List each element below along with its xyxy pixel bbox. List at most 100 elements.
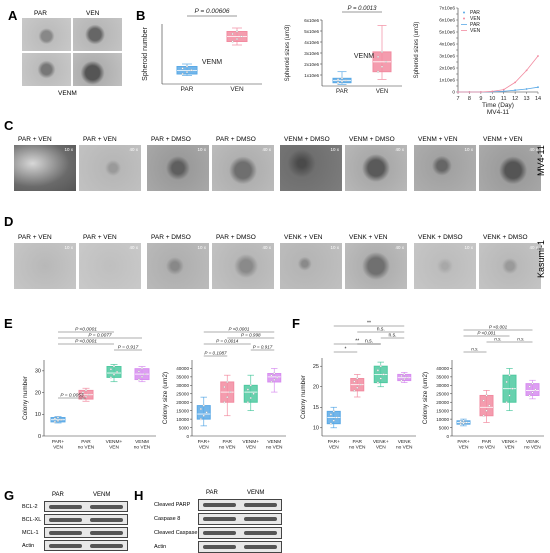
series-point	[525, 88, 528, 90]
data-point	[81, 391, 84, 394]
micrograph-image: 40 x	[479, 243, 541, 289]
legend-marker	[463, 11, 465, 14]
x-tick-label: no VEN	[219, 445, 236, 451]
micrograph-image: 10 x	[147, 243, 209, 289]
p-value-label: P = 0.0013	[348, 6, 378, 12]
y-axis-label: Colony size (um2)	[162, 372, 169, 424]
x-tick-label: VEN	[53, 445, 63, 451]
data-point	[482, 399, 485, 402]
series-point	[468, 91, 471, 93]
blot-strip	[44, 501, 128, 512]
blot-strip	[198, 527, 282, 539]
p-value-label: n.s.	[388, 333, 396, 339]
x-tick-label: VENK+	[373, 439, 389, 445]
y-tick-label: 0	[186, 434, 189, 439]
x-tick-label: 7	[456, 96, 459, 102]
blot-row-label: BCL-2	[22, 504, 38, 510]
data-point	[332, 419, 335, 422]
blot-band	[90, 517, 123, 522]
data-point	[185, 71, 189, 74]
x-tick-label: no VEN	[349, 445, 366, 451]
blot-band	[49, 517, 82, 522]
p-value-label: P <0.0001	[229, 327, 250, 332]
x-tick-label: PAR	[482, 439, 492, 445]
box	[479, 394, 494, 417]
chart-b1: Spheroid number PAR VEN VENM P = 0.00606	[142, 8, 262, 93]
x-tick-label: VEN	[246, 445, 256, 451]
p-value-label: *	[345, 347, 347, 353]
micrograph-image: 10 x	[14, 243, 76, 289]
data-point	[332, 410, 335, 413]
panel-a-image-3	[22, 53, 71, 86]
data-point	[344, 79, 348, 82]
x-tick-label: PAR	[181, 86, 194, 93]
x-tick-label: VEN	[230, 86, 244, 93]
micrograph-caption: PAR + VEN	[83, 136, 117, 143]
data-point	[199, 418, 202, 421]
data-point	[144, 373, 147, 376]
p-value-label: P = 0.917	[253, 345, 273, 350]
y-tick-label: 30	[35, 369, 41, 375]
magnification-label: 40 x	[529, 245, 538, 250]
micrograph-image: 10 x	[280, 243, 342, 289]
data-point	[531, 391, 534, 394]
x-tick-label: VEN	[376, 445, 386, 451]
y-tick-label: 40000	[436, 366, 449, 371]
panel-letter-b: B	[136, 8, 146, 23]
box	[196, 405, 211, 420]
blot-strip	[44, 514, 128, 525]
data-point	[109, 368, 112, 371]
y-tick-label: 2x10e6	[304, 62, 319, 67]
blot-band	[244, 531, 277, 535]
data-point	[353, 389, 356, 392]
y-tick-label: 3x10e6	[304, 51, 319, 56]
y-tick-label: 5x10e6	[439, 30, 455, 36]
chart-annotation: VENM	[354, 53, 374, 60]
micrograph-image: 40 x	[479, 145, 541, 191]
x-tick-label: no VEN	[524, 445, 541, 451]
y-tick-label: 20000	[176, 400, 189, 405]
p-value-label: P = 0.998	[241, 333, 261, 338]
data-point	[336, 78, 340, 81]
data-point	[511, 387, 514, 390]
y-axis-label: Colony size (um2)	[422, 372, 429, 424]
x-tick-label: no VEN	[78, 445, 95, 451]
data-point	[353, 380, 356, 383]
magnification-label: 10 x	[330, 245, 339, 250]
data-point	[226, 380, 229, 384]
y-tick-label: 25000	[436, 392, 449, 397]
x-tick-label: 14	[535, 96, 541, 102]
p-value-label: n.s.	[494, 337, 501, 342]
data-point	[534, 388, 537, 391]
panel-c-row-label: MV4-11	[536, 145, 546, 176]
data-point	[376, 55, 380, 58]
data-point	[379, 377, 382, 380]
box	[106, 366, 122, 378]
y-tick-label: 5x10e6	[304, 29, 319, 34]
micrograph-caption: VENM + DMSO	[349, 136, 395, 143]
data-point	[202, 404, 205, 407]
blot-band	[49, 530, 82, 535]
y-axis-label: Spheroid sizes (um3)	[285, 25, 291, 82]
y-tick-label: 0	[446, 434, 449, 439]
x-tick-label: 8	[468, 96, 471, 102]
data-point	[485, 394, 488, 397]
blot-band	[203, 517, 236, 521]
y-tick-label: 40000	[176, 366, 189, 371]
data-point	[379, 365, 382, 368]
p-value-label: n.s.	[471, 347, 478, 352]
data-point	[505, 401, 508, 404]
data-point	[380, 50, 384, 53]
x-tick-label: VENK	[398, 439, 412, 445]
y-tick-label: 10000	[176, 417, 189, 422]
y-tick-label: 5000	[439, 425, 450, 430]
x-tick-label: PAR	[352, 439, 362, 445]
micrograph-caption: VENM + VEN	[418, 136, 458, 143]
data-point	[508, 374, 511, 377]
series-point	[537, 55, 539, 57]
data-point	[249, 384, 252, 387]
panel-letter-e: E	[4, 316, 13, 331]
p-value-label: P <0.001	[477, 331, 496, 336]
y-tick-label: 35000	[436, 375, 449, 380]
